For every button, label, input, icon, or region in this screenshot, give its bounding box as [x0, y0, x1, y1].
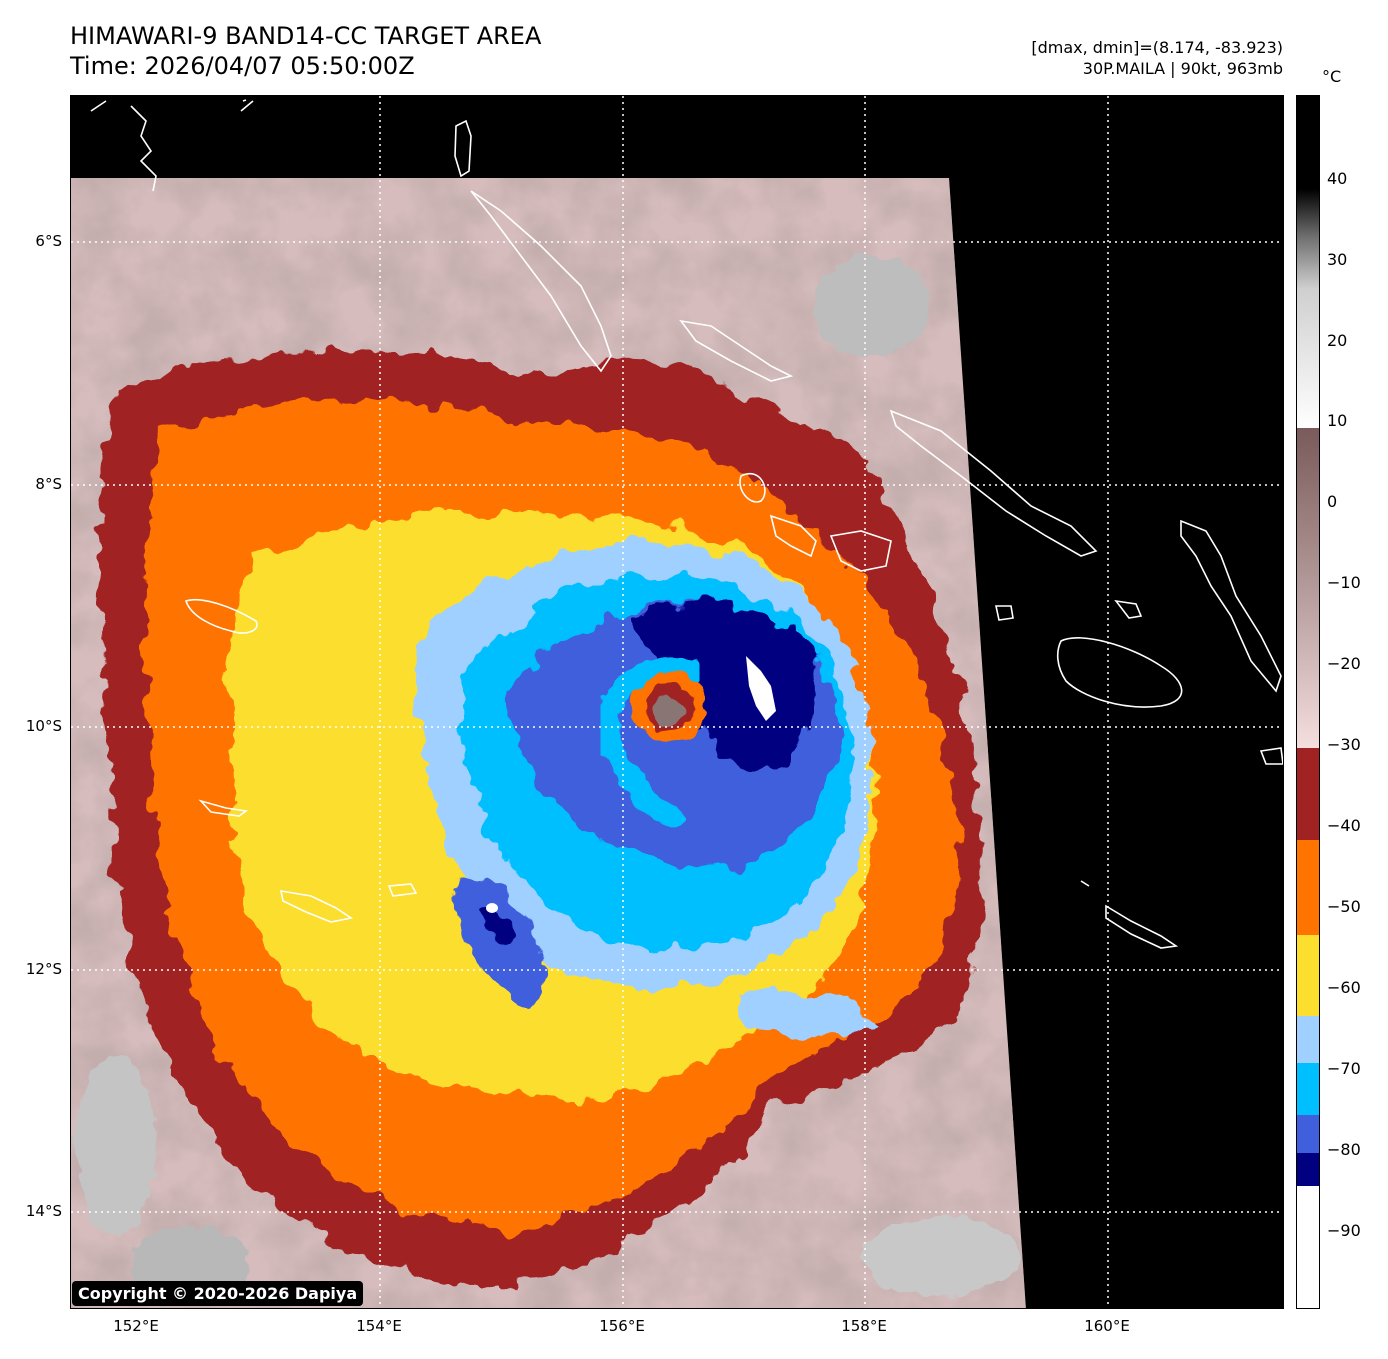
colorbar-seg-minus40 [1297, 748, 1319, 840]
coastline-islet [387, 883, 418, 897]
coastline-woodlark [184, 598, 258, 634]
coastline-russell-islands [995, 605, 1014, 621]
colorbar-seg-minus70 [1297, 1016, 1319, 1063]
map-title: HIMAWARI-9 BAND14-CC TARGET AREA [70, 22, 542, 50]
coastline-guadalcanal [1056, 637, 1183, 708]
lat-label-8s: 8°S [35, 475, 62, 493]
coastline-choiseul [679, 319, 794, 382]
outer-band-cell [451, 879, 545, 1008]
eye-center [652, 697, 686, 725]
colorbar-seg-minus85 [1297, 1153, 1319, 1186]
coastline-florida-islands [1114, 599, 1143, 619]
colorbar-tick: −40 [1327, 816, 1361, 835]
coastline-bellona [1080, 880, 1090, 887]
colorbar-tick: −30 [1327, 735, 1361, 754]
spiral-arm [598, 656, 702, 827]
colorbar [1296, 95, 1320, 1309]
clear-sky-patch [861, 1216, 1021, 1296]
coastline-malaita [1180, 519, 1282, 693]
coastline-santa-isabel [889, 409, 1098, 557]
colorbar-tick: −70 [1327, 1059, 1361, 1078]
overshooting-top [486, 903, 498, 913]
satellite-image-panel [70, 95, 1284, 1309]
coastline-new-georgia-group [829, 530, 892, 572]
colorbar-tick: −60 [1327, 978, 1361, 997]
cyclone-cloud-shield [99, 351, 982, 1285]
coastline-island [739, 472, 766, 503]
lat-label-6s: 6°S [35, 232, 62, 250]
coastline-makira-tip [1259, 747, 1283, 765]
coastline-new-ireland-north [90, 100, 157, 192]
outer-rainband [741, 992, 881, 1038]
cyclone-eye [631, 672, 707, 740]
coastlines [90, 99, 1283, 949]
colorbar-tick: 40 [1327, 169, 1348, 188]
lon-label-152e: 152°E [113, 1317, 159, 1335]
coastline-islet [240, 99, 254, 112]
coastline-rossel [279, 890, 354, 923]
coastline-new-georgia [769, 514, 817, 558]
map-timestamp: Time: 2026/04/07 05:50:00Z [70, 52, 415, 80]
lat-label-10s: 10°S [25, 717, 62, 735]
graticule [71, 96, 1283, 1308]
colorbar-seg-minus60 [1297, 935, 1319, 1016]
lat-label-12s: 12°S [25, 960, 62, 978]
overshooting-top [746, 656, 776, 721]
colorbar-graphic [1297, 96, 1319, 1308]
storm-info: 30P.MAILA | 90kt, 963mb [1082, 59, 1283, 78]
colorbar-tick: −90 [1327, 1221, 1361, 1240]
coastline-islet [454, 119, 472, 178]
satellite-imagery [71, 96, 1283, 1308]
colorbar-seg-warm [1297, 96, 1319, 428]
colorbar-tick: −50 [1327, 897, 1361, 916]
colorbar-seg-minus80 [1297, 1115, 1319, 1153]
coastline-bougainville [470, 190, 612, 373]
lat-label-14s: 14°S [25, 1202, 62, 1220]
colorbar-seg-minus90 [1297, 1186, 1319, 1308]
colorbar-tick: 0 [1327, 492, 1338, 511]
lon-label-160e: 160°E [1084, 1317, 1130, 1335]
clear-sky-patch [811, 256, 931, 356]
outer-band-core [481, 903, 511, 946]
scan-swath [71, 178, 1026, 1308]
colorbar-tick: −10 [1327, 573, 1361, 592]
colorbar-seg-minus75 [1297, 1063, 1319, 1115]
colorbar-unit: °C [1322, 67, 1342, 86]
lon-label-156e: 156°E [599, 1317, 645, 1335]
coastline-louisiade [198, 799, 249, 817]
colorbar-tick: −80 [1327, 1140, 1361, 1159]
layer-minus-90 [631, 604, 816, 773]
colorbar-tick: 10 [1327, 411, 1348, 430]
lon-label-158e: 158°E [841, 1317, 887, 1335]
copyright-label: Copyright © 2020-2026 Dapiya [72, 1281, 364, 1306]
colorbar-seg-cloud [1297, 428, 1319, 748]
lon-label-154e: 154°E [356, 1317, 402, 1335]
dmax-dmin-readout: [dmax, dmin]=(8.174, -83.923) [1031, 38, 1283, 57]
colorbar-tick: 20 [1327, 331, 1348, 350]
colorbar-seg-minus50 [1297, 840, 1319, 935]
colorbar-tick: −20 [1327, 654, 1361, 673]
coastline-rennell [1105, 904, 1179, 949]
clear-sky-patch [76, 1056, 156, 1236]
colorbar-tick: 30 [1327, 250, 1348, 269]
